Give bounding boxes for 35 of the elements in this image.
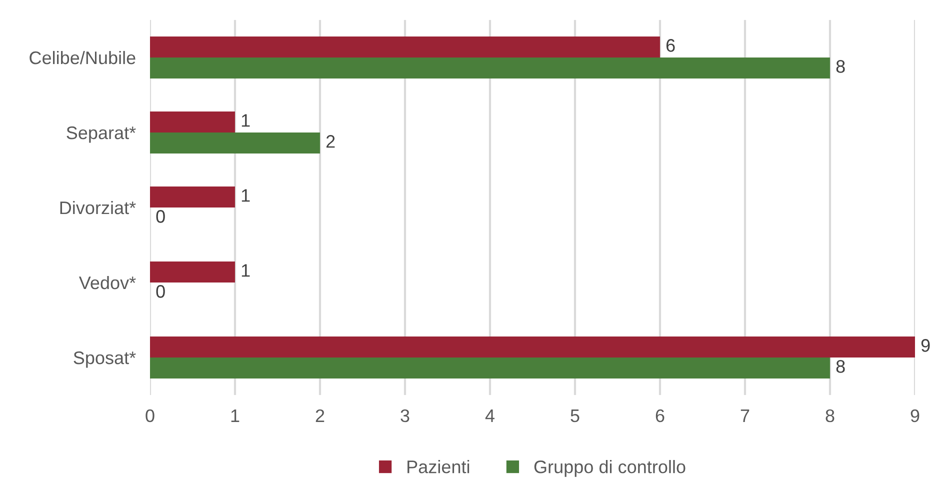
y-tick-label: Vedov*: [78, 276, 136, 290]
x-tick-label: 5: [570, 410, 580, 422]
data-label: 6: [666, 39, 675, 52]
bar: [150, 186, 235, 208]
data-label: 8: [836, 360, 845, 373]
y-tick-label: Separat*: [66, 126, 136, 143]
y-tick-label: Celibe/Nubile: [30, 50, 136, 64]
data-label: 2: [326, 135, 335, 148]
data-label: 0: [156, 285, 165, 298]
bar: [150, 262, 235, 282]
data-label: 8: [836, 60, 845, 73]
x-tick-label: 4: [485, 410, 494, 422]
y-tick-label: Sposat*: [74, 351, 136, 368]
legend-label: Gruppo di controllo: [534, 460, 686, 477]
x-tick-label: 8: [826, 409, 834, 422]
x-tick-label: 0: [146, 409, 154, 422]
data-label: 1: [242, 189, 250, 202]
legend-label: Pazienti: [408, 460, 470, 474]
data-label: 9: [921, 339, 930, 352]
x-tick-label: 1: [231, 410, 240, 422]
data-label: 1: [242, 114, 250, 127]
x-tick-label: 2: [316, 409, 324, 422]
bar: [150, 58, 830, 78]
y-tick-label: Divorziat*: [60, 200, 136, 214]
data-label: 0: [156, 210, 165, 223]
x-tick-label: 9: [910, 409, 920, 422]
bar: [150, 358, 830, 378]
x-tick-label: 6: [656, 409, 664, 422]
data-label: 1: [242, 264, 250, 277]
x-tick-label: 7: [740, 410, 750, 422]
x-tick-label: 3: [400, 409, 410, 422]
bar: [150, 112, 235, 132]
bar: [150, 132, 320, 154]
bar: [150, 36, 660, 58]
bar: [150, 336, 915, 358]
